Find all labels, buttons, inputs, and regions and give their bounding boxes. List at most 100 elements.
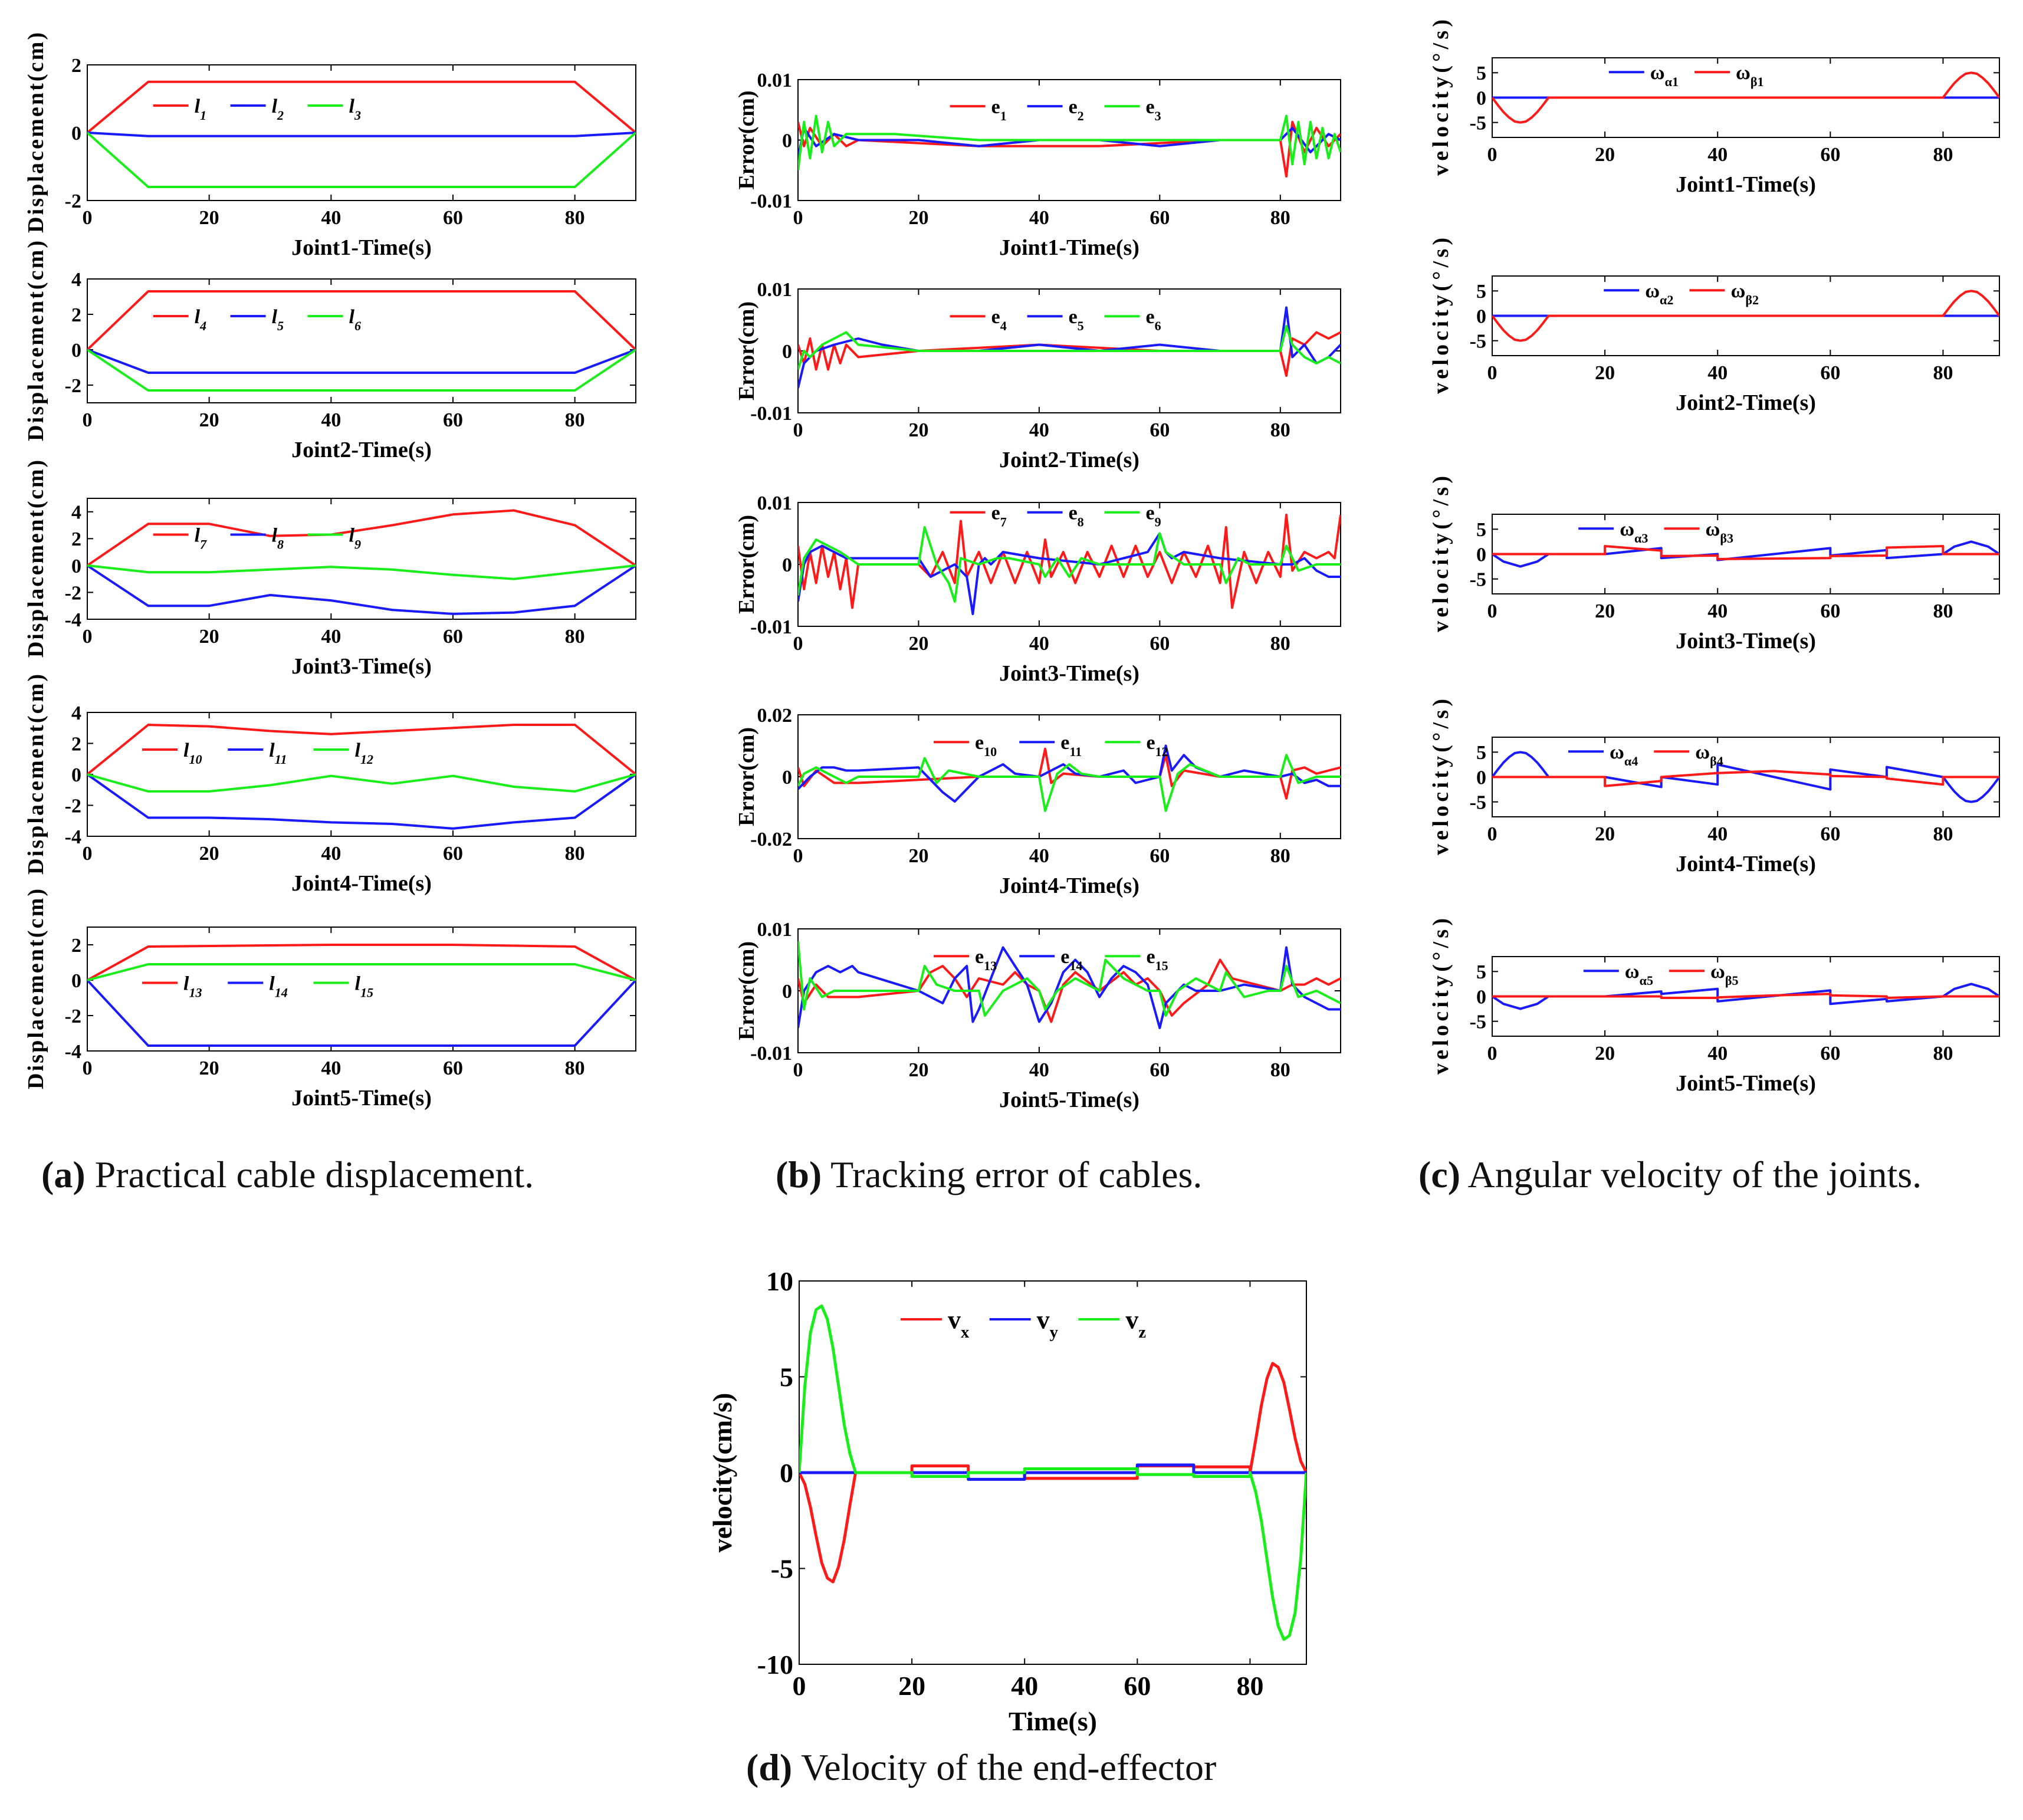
y-tick-label: 5 [1476, 281, 1486, 303]
series-group [798, 114, 1341, 178]
chart-c1: 0 20 40 60 80-505Joint1-Time(s)velocity(°/s)… [1428, 19, 2000, 197]
y-tick-label: -2 [65, 795, 81, 817]
legend-subscript: 15 [360, 985, 373, 1000]
series-line-l5 [87, 349, 636, 374]
caption-d: (d) Velocity of the end-effector [746, 1746, 1217, 1788]
series-group [87, 80, 636, 188]
y-axis-label: velocity(°/s) [1428, 238, 1453, 394]
x-tick-label: 0 [793, 633, 803, 655]
legend-subscript: 1 [1000, 109, 1007, 123]
x-tick-label: 20 [199, 409, 219, 431]
series-group [87, 509, 636, 615]
x-tick-label: 40 [1707, 600, 1728, 622]
y-tick-label: 0.02 [757, 705, 793, 727]
series-group [799, 1304, 1306, 1641]
series-line-l1 [87, 80, 636, 134]
x-axis-label: Joint4-Time(s) [291, 871, 432, 896]
x-tick-label: 80 [1270, 845, 1290, 867]
legend-subscript: x [961, 1323, 970, 1342]
y-tick-label: -4 [65, 609, 81, 631]
y-tick-label: 0.01 [757, 279, 793, 301]
y-tick-label: -4 [65, 1041, 81, 1063]
x-tick-label: 20 [199, 207, 219, 229]
x-axis-label: Joint1-Time(s) [999, 235, 1139, 260]
series-line-vy [799, 1463, 1306, 1481]
x-tick-label: 60 [1150, 1059, 1170, 1081]
series-line-l3 [87, 132, 636, 188]
y-tick-label: -5 [1470, 792, 1486, 814]
x-tick-label: 60 [443, 207, 463, 229]
x-tick-label: 40 [1029, 845, 1049, 867]
y-tick-label: 0 [1476, 544, 1486, 566]
series-line-l4 [87, 290, 636, 351]
x-tick-label: 0 [1487, 362, 1497, 384]
y-tick-label: 5 [1476, 961, 1486, 983]
x-tick-label: 0 [793, 1671, 806, 1701]
series-group [798, 744, 1341, 812]
series-line-ωβ5 [1492, 993, 1999, 999]
chart-c3: 0 20 40 60 80-505Joint3-Time(s)velocity(°/s)… [1428, 476, 2000, 653]
x-tick-label: 40 [321, 409, 341, 431]
y-tick-label: -5 [1470, 1011, 1486, 1033]
caption-c-text: Angular velocity of the joints. [1467, 1154, 1922, 1195]
legend-subscript: β4 [1710, 754, 1723, 768]
y-tick-label: 2 [71, 935, 81, 957]
x-tick-label: 80 [1933, 823, 1953, 845]
x-tick-label: 20 [1595, 362, 1615, 384]
y-axis-label: Error(cm) [734, 90, 759, 189]
chart-a1: 0 20 40 60 80-202Joint1-Time(s)Displacement(… [24, 32, 636, 260]
series-line-l11 [87, 773, 636, 830]
chart-a4: 0 20 40 60 80 -4 -2 0 2 4 Joint4-Time(s) Displaceme… [24, 674, 636, 896]
legend-subscript: y [1050, 1323, 1059, 1342]
x-tick-label: 40 [1707, 362, 1728, 384]
x-tick-label: 60 [443, 409, 463, 431]
y-tick-label: 10 [766, 1266, 793, 1296]
y-tick-label: -0.01 [750, 1043, 792, 1065]
y-tick-label: 0 [782, 767, 792, 789]
x-tick-label: 0 [83, 409, 93, 431]
x-axis-label: Joint5-Time(s) [1676, 1071, 1816, 1096]
plot-frame [87, 927, 636, 1052]
series-group [87, 290, 636, 392]
x-tick-label: 60 [1150, 633, 1170, 655]
x-tick-label: 60 [1124, 1671, 1151, 1701]
caption-a: (a) Practical cable displacement. [41, 1154, 534, 1195]
legend-subscript: α5 [1640, 973, 1653, 988]
caption-a-letter: a [54, 1154, 73, 1195]
series-line-ωα5 [1492, 983, 1999, 1010]
y-tick-label: 0 [71, 340, 81, 362]
y-tick-label: -5 [1470, 113, 1486, 134]
x-axis-label: Joint2-Time(s) [999, 448, 1139, 472]
legend-subscript: α3 [1634, 531, 1648, 546]
legend-subscript: 12 [1155, 744, 1168, 759]
x-tick-label: 40 [1707, 144, 1728, 166]
x-tick-label: 20 [908, 845, 928, 867]
y-axis-label: velocity(°/s) [1428, 699, 1453, 855]
y-axis-label: Error(cm) [734, 727, 759, 826]
y-tick-label: 4 [71, 269, 81, 291]
y-tick-label: -0.01 [750, 190, 792, 212]
x-tick-label: 60 [1820, 144, 1840, 166]
x-axis-label: Joint3-Time(s) [291, 654, 432, 679]
series-line-l8 [87, 564, 636, 615]
x-tick-label: 80 [565, 1057, 585, 1079]
series-line-l6 [87, 349, 636, 392]
chart-c4: 0 20 40 60 80-505Joint4-Time(s)velocity(°/s)… [1428, 699, 2000, 876]
x-tick-label: 80 [565, 409, 585, 431]
series-line-ωβ4 [1492, 770, 1999, 787]
legend-subscript: β2 [1745, 293, 1759, 307]
y-tick-label: 2 [71, 55, 81, 77]
x-tick-label: 0 [793, 207, 803, 229]
x-tick-label: 60 [443, 626, 463, 648]
x-axis-label: Joint5-Time(s) [291, 1086, 432, 1111]
legend-subscript: 4 [1000, 318, 1007, 333]
x-axis-label: Joint2-Time(s) [291, 438, 432, 462]
caption-c: (c) Angular velocity of the joints. [1418, 1154, 1922, 1195]
y-tick-label: 0 [71, 556, 81, 577]
legend-subscript: 8 [277, 537, 284, 551]
y-tick-label: 2 [71, 528, 81, 550]
series-line-l9 [87, 564, 636, 580]
x-axis-label: Joint4-Time(s) [999, 873, 1139, 898]
x-axis-label: Joint1-Time(s) [1676, 172, 1816, 197]
